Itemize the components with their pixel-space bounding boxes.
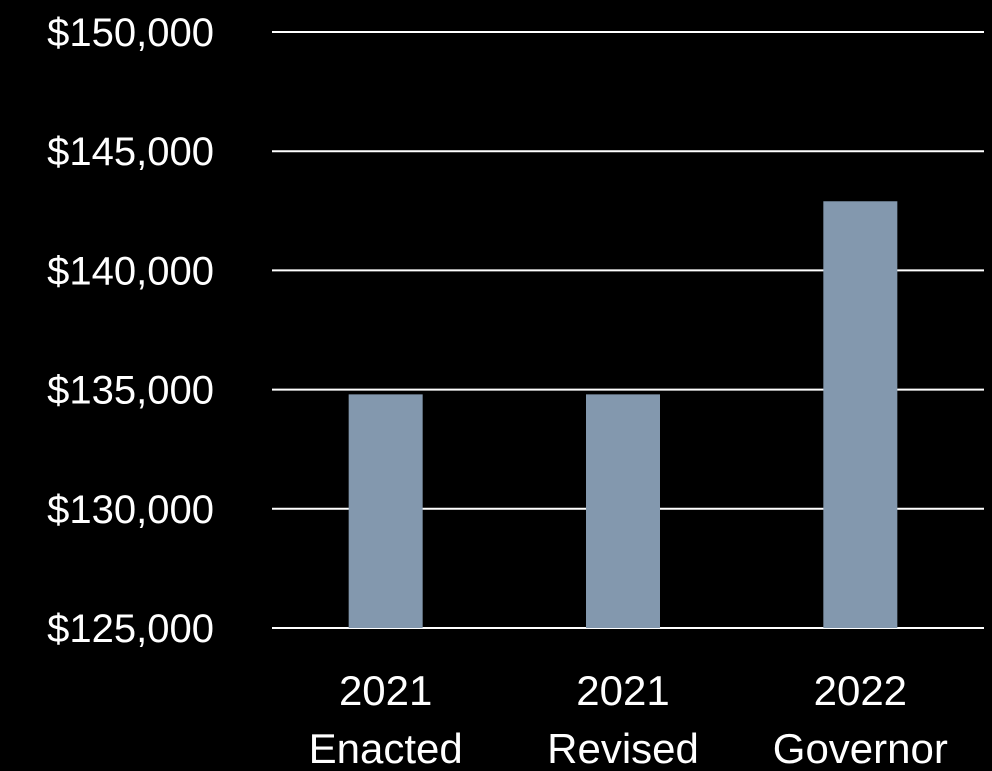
x-category-label: Enacted [309, 725, 463, 771]
y-tick-label: $130,000 [47, 488, 214, 532]
bar [823, 201, 897, 628]
y-axis-tick-labels: $150,000 $145,000 $140,000 $135,000 $130,000… [47, 11, 214, 651]
bar [586, 394, 660, 628]
bar [349, 394, 423, 628]
x-category-label: Revised [547, 725, 699, 771]
x-category-label: 2021 [339, 667, 432, 714]
y-tick-label: $140,000 [47, 249, 214, 293]
y-tick-label: $150,000 [47, 11, 214, 55]
x-category-label: Governor [773, 725, 948, 771]
x-axis-category-labels: 2021 Enacted 2021 Revised 2022 Governor [309, 667, 948, 771]
y-tick-label: $135,000 [47, 369, 214, 413]
x-category-label: 2021 [576, 667, 669, 714]
x-category-label: 2022 [814, 667, 907, 714]
y-tick-label: $125,000 [47, 607, 214, 651]
y-tick-label: $145,000 [47, 130, 214, 174]
bars [349, 201, 898, 628]
